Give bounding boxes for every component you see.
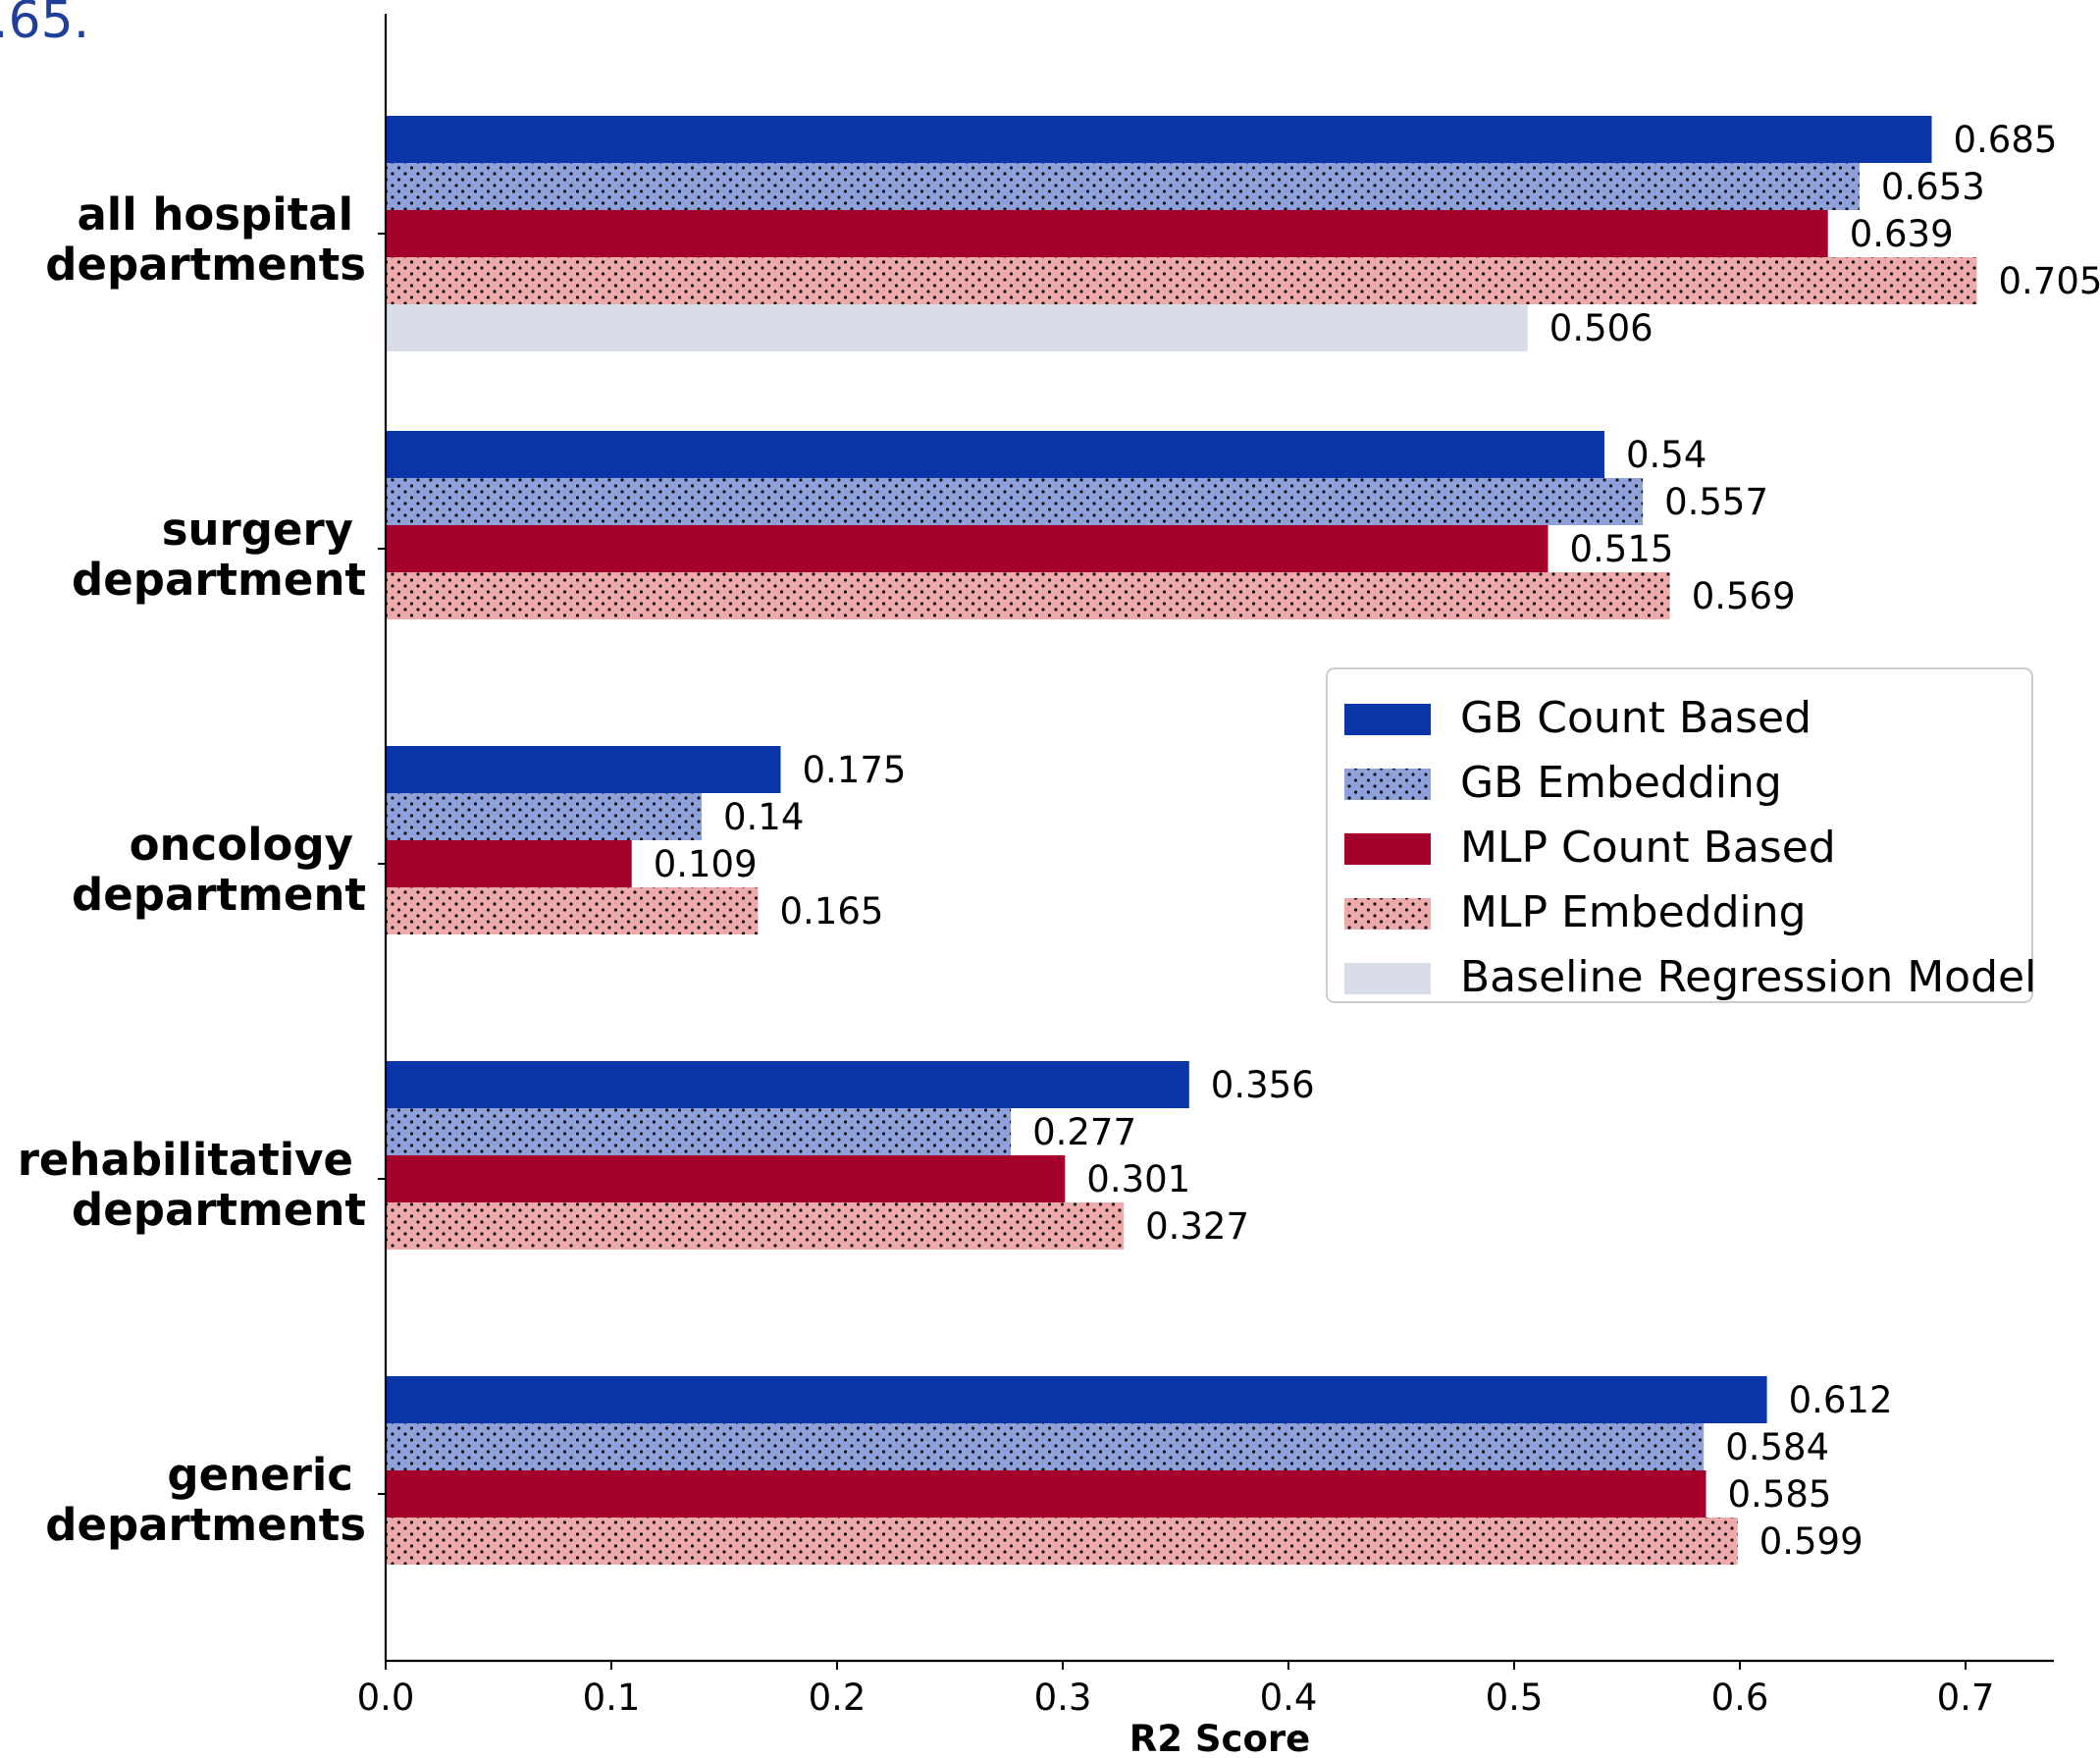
- value-label-rehabilitative-department-mlp-embedding: 0.327: [1145, 1205, 1249, 1248]
- bar-all-hospital-departments-gb-embedding: [386, 163, 1860, 210]
- value-label-all-hospital-departments-baseline-regression-model: 0.506: [1549, 307, 1654, 349]
- bar-generic-departments-mlp-count-based: [386, 1470, 1706, 1518]
- value-label-generic-departments-gb-embedding: 0.584: [1725, 1426, 1829, 1468]
- bar-oncology-department-mlp-count-based: [386, 840, 632, 887]
- bar-surgery-department-mlp-count-based: [386, 525, 1549, 572]
- legend-swatch-gb-embedding: [1344, 769, 1431, 800]
- x-tick-label-0-7: 0.7: [1937, 1677, 1995, 1719]
- value-label-surgery-department-gb-count-based: 0.54: [1626, 434, 1706, 476]
- legend-label-mlp-count-based: MLP Count Based: [1460, 823, 1836, 873]
- legend-swatch-baseline-regression-model: [1344, 963, 1431, 994]
- bar-all-hospital-departments-gb-count-based: [386, 116, 1932, 163]
- bar-rehabilitative-department-mlp-count-based: [386, 1155, 1065, 1202]
- value-label-surgery-department-gb-embedding: 0.557: [1664, 481, 1768, 523]
- value-label-all-hospital-departments-mlp-embedding: 0.705: [1999, 260, 2100, 302]
- bar-all-hospital-departments-baseline-regression-model: [386, 304, 1528, 351]
- bar-all-hospital-departments-mlp-embedding: [386, 257, 1977, 304]
- value-label-all-hospital-departments-gb-embedding: 0.653: [1881, 166, 1985, 208]
- value-label-rehabilitative-department-mlp-count-based: 0.301: [1086, 1158, 1190, 1200]
- value-label-oncology-department-mlp-embedding: 0.165: [780, 890, 884, 932]
- bar-generic-departments-gb-count-based: [386, 1376, 1767, 1423]
- legend-swatch-mlp-embedding: [1344, 898, 1431, 930]
- x-tick-label-0-0: 0.0: [357, 1677, 415, 1719]
- value-label-all-hospital-departments-mlp-count-based: 0.639: [1850, 213, 1954, 255]
- x-tick-label-0-4: 0.4: [1260, 1677, 1318, 1719]
- x-tick-label-0-2: 0.2: [809, 1677, 866, 1719]
- x-tick-label-0-3: 0.3: [1034, 1677, 1092, 1719]
- bar-surgery-department-gb-count-based: [386, 431, 1604, 478]
- legend-label-mlp-embedding: MLP Embedding: [1460, 887, 1807, 937]
- bar-oncology-department-mlp-embedding: [386, 887, 759, 934]
- bar-generic-departments-mlp-embedding: [386, 1518, 1738, 1565]
- legend: GB Count Based GB Embedding MLP Count Base…: [1327, 668, 2036, 1002]
- legend-swatch-gb-count-based: [1344, 704, 1431, 735]
- value-label-rehabilitative-department-gb-count-based: 0.356: [1211, 1064, 1315, 1106]
- x-tick-label-0-6: 0.6: [1711, 1677, 1769, 1719]
- value-label-oncology-department-gb-count-based: 0.175: [803, 749, 907, 791]
- legend-label-baseline-regression-model: Baseline Regression Model: [1460, 952, 2036, 1002]
- bar-rehabilitative-department-gb-embedding: [386, 1108, 1011, 1155]
- bar-oncology-department-gb-count-based: [386, 746, 781, 793]
- value-label-generic-departments-gb-count-based: 0.612: [1789, 1379, 1893, 1421]
- legend-label-gb-embedding: GB Embedding: [1460, 758, 1782, 808]
- x-tick-label-0-1: 0.1: [583, 1677, 641, 1719]
- value-label-generic-departments-mlp-count-based: 0.585: [1728, 1473, 1832, 1516]
- bar-generic-departments-gb-embedding: [386, 1423, 1704, 1470]
- x-axis-title: R2 Score: [1129, 1718, 1310, 1753]
- x-tick-label-0-5: 0.5: [1486, 1677, 1544, 1719]
- value-label-oncology-department-mlp-count-based: 0.109: [654, 843, 758, 885]
- value-label-oncology-department-gb-embedding: 0.14: [723, 796, 804, 838]
- bar-oncology-department-gb-embedding: [386, 793, 702, 840]
- value-label-surgery-department-mlp-embedding: 0.569: [1692, 575, 1796, 617]
- header-fragment: .65.: [0, 0, 89, 50]
- bar-rehabilitative-department-gb-count-based: [386, 1061, 1189, 1108]
- value-label-surgery-department-mlp-count-based: 0.515: [1570, 528, 1674, 570]
- value-label-all-hospital-departments-gb-count-based: 0.685: [1954, 119, 2058, 161]
- bar-rehabilitative-department-mlp-embedding: [386, 1202, 1124, 1250]
- value-label-generic-departments-mlp-embedding: 0.599: [1759, 1520, 1864, 1563]
- bar-surgery-department-mlp-embedding: [386, 572, 1670, 619]
- value-label-rehabilitative-department-gb-embedding: 0.277: [1032, 1111, 1136, 1153]
- legend-label-gb-count-based: GB Count Based: [1460, 693, 1811, 743]
- bar-surgery-department-gb-embedding: [386, 478, 1643, 525]
- bar-all-hospital-departments-mlp-count-based: [386, 210, 1828, 257]
- legend-swatch-mlp-count-based: [1344, 833, 1431, 865]
